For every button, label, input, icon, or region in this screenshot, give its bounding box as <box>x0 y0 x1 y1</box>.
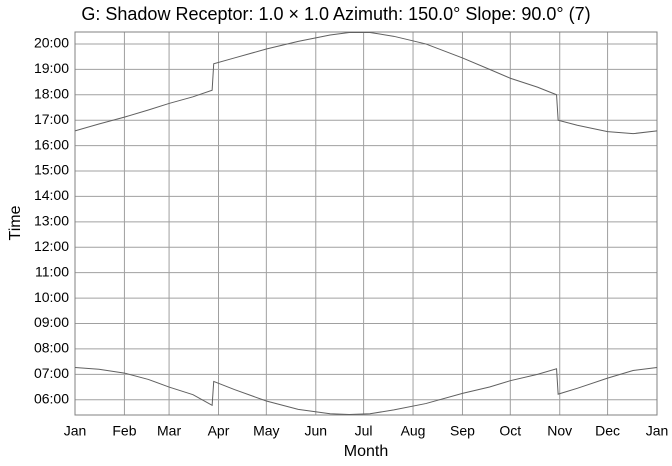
y-tick-label: 14:00 <box>34 187 69 203</box>
x-tick-label: Apr <box>208 423 230 439</box>
y-tick-label: 13:00 <box>34 213 69 229</box>
y-tick-label: 11:00 <box>35 263 69 279</box>
y-tick-label: 18:00 <box>34 85 69 101</box>
y-tick-label: 09:00 <box>34 314 69 330</box>
y-tick-label: 19:00 <box>34 60 69 76</box>
x-tick-label: Jan <box>646 423 669 439</box>
x-tick-label: Sep <box>450 423 475 439</box>
y-tick-label: 15:00 <box>34 162 69 178</box>
y-tick-label: 08:00 <box>34 340 69 356</box>
x-tick-label: Jan <box>64 423 87 439</box>
y-tick-label: 20:00 <box>34 35 69 51</box>
chart-title: G: Shadow Receptor: 1.0 × 1.0 Azimuth: 1… <box>81 4 590 24</box>
y-tick-label: 07:00 <box>34 365 69 381</box>
line-series <box>74 366 658 415</box>
x-tick-label: Mar <box>157 423 181 439</box>
y-tick-label: 06:00 <box>34 390 69 406</box>
y-tick-label: 16:00 <box>34 136 69 152</box>
x-tick-label: Nov <box>547 423 572 439</box>
y-tick-label: 12:00 <box>34 238 69 254</box>
y-tick-label: 17:00 <box>34 111 69 127</box>
x-tick-label: Dec <box>595 423 620 439</box>
x-tick-label: Oct <box>499 423 521 439</box>
x-tick-label: Jun <box>304 423 327 439</box>
x-tick-label: Jul <box>355 423 373 439</box>
y-tick-label: 10:00 <box>34 289 69 305</box>
plot-frame <box>74 31 658 416</box>
y-axis-label: Time <box>7 205 24 240</box>
x-tick-label: Aug <box>401 423 426 439</box>
x-tick-label: May <box>253 423 279 439</box>
x-tick-label: Feb <box>112 423 136 439</box>
x-axis-label: Month <box>344 443 388 460</box>
line-series <box>74 32 658 135</box>
